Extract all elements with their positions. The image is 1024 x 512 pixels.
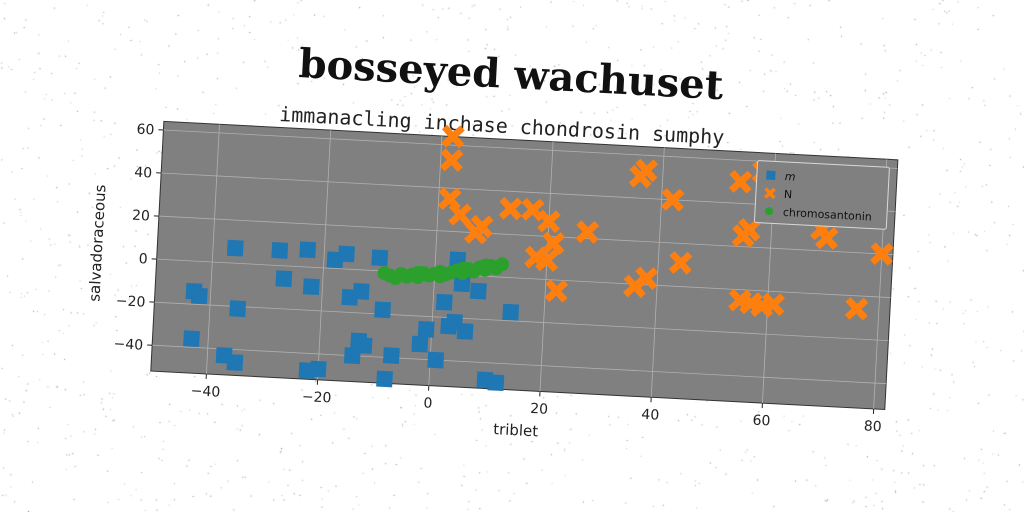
data-point [453, 275, 471, 293]
data-point [338, 245, 355, 263]
data-point [634, 266, 659, 291]
data-point [183, 330, 200, 348]
plot-area [150, 120, 899, 411]
x-gridline [317, 130, 332, 380]
data-point [660, 188, 685, 212]
data-point [521, 198, 545, 222]
x-tick-label: −40 [190, 383, 220, 401]
data-point [309, 360, 327, 378]
chart-root: −40 −20 0 20 40 60 80 −40 −20 0 20 40 60 triblet sa… [85, 120, 899, 440]
data-point [535, 248, 559, 272]
data-point [502, 303, 520, 321]
x-tick-label: 40 [641, 407, 660, 424]
legend-entry: N [784, 188, 793, 201]
data-point [844, 297, 869, 321]
x-axis-ticks: −40 −20 0 20 40 60 80 [190, 373, 882, 435]
data-point [478, 258, 493, 273]
data-point [668, 251, 693, 275]
data-point [541, 231, 566, 255]
data-point [433, 269, 448, 284]
y-tick-label: 0 [138, 251, 148, 267]
legend-marker [766, 170, 776, 180]
y-axis-label: salvadoraceous [85, 184, 109, 302]
y-gridline [152, 344, 887, 385]
data-point [376, 370, 393, 388]
data-point [435, 293, 453, 311]
data-point [410, 265, 425, 280]
x-gridline [205, 124, 220, 374]
data-point [302, 278, 320, 296]
x-tick-label: −20 [301, 389, 331, 407]
data-point [355, 337, 373, 354]
x-tick-label: 80 [863, 418, 882, 435]
legend-entry: m [784, 170, 795, 184]
data-point [728, 170, 753, 194]
y-gridline [156, 258, 891, 298]
data-point [537, 209, 561, 234]
data-point [470, 214, 494, 239]
y-tick-label: 20 [132, 208, 151, 225]
y-gridline [158, 215, 893, 255]
data-point [299, 241, 317, 259]
data-point [544, 279, 569, 303]
legend-marker [764, 207, 773, 216]
data-point [275, 270, 293, 288]
data-point [374, 301, 392, 319]
data-point [226, 239, 244, 257]
data-point [371, 249, 389, 267]
data-point [441, 124, 465, 149]
data-point [271, 242, 289, 259]
data-point [440, 148, 464, 172]
data-point [761, 292, 785, 317]
legend-marker [764, 187, 776, 200]
data-point [469, 282, 487, 300]
data-point [382, 347, 400, 364]
x-tick-label: 0 [423, 395, 433, 411]
data-point [455, 261, 470, 276]
data-point [456, 322, 474, 340]
data-point [352, 283, 370, 300]
data-point [190, 287, 208, 305]
y-axis-ticks: −40 −20 0 20 40 60 [113, 122, 164, 354]
data-point [737, 218, 761, 242]
data-point [411, 335, 429, 353]
legend-box [753, 160, 890, 230]
x-tick-label: 20 [530, 401, 549, 418]
y-tick-label: −20 [115, 293, 145, 311]
data-point [498, 196, 523, 221]
data-point [495, 257, 510, 272]
data-point [377, 266, 392, 281]
data-point [815, 226, 839, 250]
data-point [870, 242, 894, 266]
data-point [226, 354, 244, 371]
y-gridline [154, 301, 889, 342]
data-point [487, 374, 505, 392]
data-point [229, 300, 247, 318]
y-tick-label: 40 [134, 165, 153, 182]
x-axis-label: triblet [493, 420, 539, 440]
x-gridline [428, 135, 443, 386]
data-point [448, 202, 472, 227]
data-point [427, 351, 445, 369]
x-gridline [539, 141, 554, 392]
y-tick-label: −40 [113, 336, 143, 354]
y-tick-label: 60 [136, 122, 155, 139]
data-point [417, 320, 435, 338]
data-point [575, 220, 600, 244]
legend-entry: chromosantonin [783, 206, 873, 224]
x-tick-label: 60 [752, 413, 771, 430]
data-point [634, 158, 659, 183]
